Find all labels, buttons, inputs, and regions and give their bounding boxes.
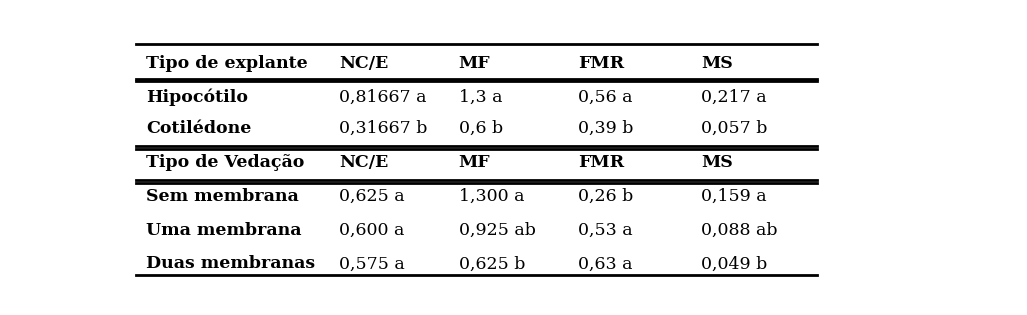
Text: MS: MS <box>701 154 733 171</box>
Text: MF: MF <box>459 154 490 171</box>
Text: 0,39 b: 0,39 b <box>578 120 634 137</box>
Text: Cotilédone: Cotilédone <box>146 120 252 137</box>
Text: 0,6 b: 0,6 b <box>459 120 503 137</box>
Text: MF: MF <box>459 55 490 72</box>
Text: 0,575 a: 0,575 a <box>339 255 405 272</box>
Text: 0,925 ab: 0,925 ab <box>459 222 535 239</box>
Text: 1,300 a: 1,300 a <box>459 188 524 205</box>
Text: 0,600 a: 0,600 a <box>339 222 405 239</box>
Text: Uma membrana: Uma membrana <box>146 222 301 239</box>
Text: Duas membranas: Duas membranas <box>146 255 315 272</box>
Text: 0,56 a: 0,56 a <box>578 89 633 106</box>
Text: 0,057 b: 0,057 b <box>701 120 768 137</box>
Text: 0,81667 a: 0,81667 a <box>339 89 427 106</box>
Text: MS: MS <box>701 55 733 72</box>
Text: NC/E: NC/E <box>339 154 388 171</box>
Text: Hipocótilo: Hipocótilo <box>146 89 248 106</box>
Text: 1,3 a: 1,3 a <box>459 89 502 106</box>
Text: 0,63 a: 0,63 a <box>578 255 633 272</box>
Text: 0,217 a: 0,217 a <box>701 89 767 106</box>
Text: 0,53 a: 0,53 a <box>578 222 633 239</box>
Text: 0,31667 b: 0,31667 b <box>339 120 427 137</box>
Text: FMR: FMR <box>578 55 624 72</box>
Text: 0,625 a: 0,625 a <box>339 188 405 205</box>
Text: 0,26 b: 0,26 b <box>578 188 634 205</box>
Text: Sem membrana: Sem membrana <box>146 188 299 205</box>
Text: 0,625 b: 0,625 b <box>459 255 525 272</box>
Text: Tipo de explante: Tipo de explante <box>146 55 308 72</box>
Text: 0,049 b: 0,049 b <box>701 255 768 272</box>
Text: NC/E: NC/E <box>339 55 388 72</box>
Text: 0,088 ab: 0,088 ab <box>701 222 777 239</box>
Text: FMR: FMR <box>578 154 624 171</box>
Text: Tipo de Vedação: Tipo de Vedação <box>146 154 304 171</box>
Text: 0,159 a: 0,159 a <box>701 188 767 205</box>
